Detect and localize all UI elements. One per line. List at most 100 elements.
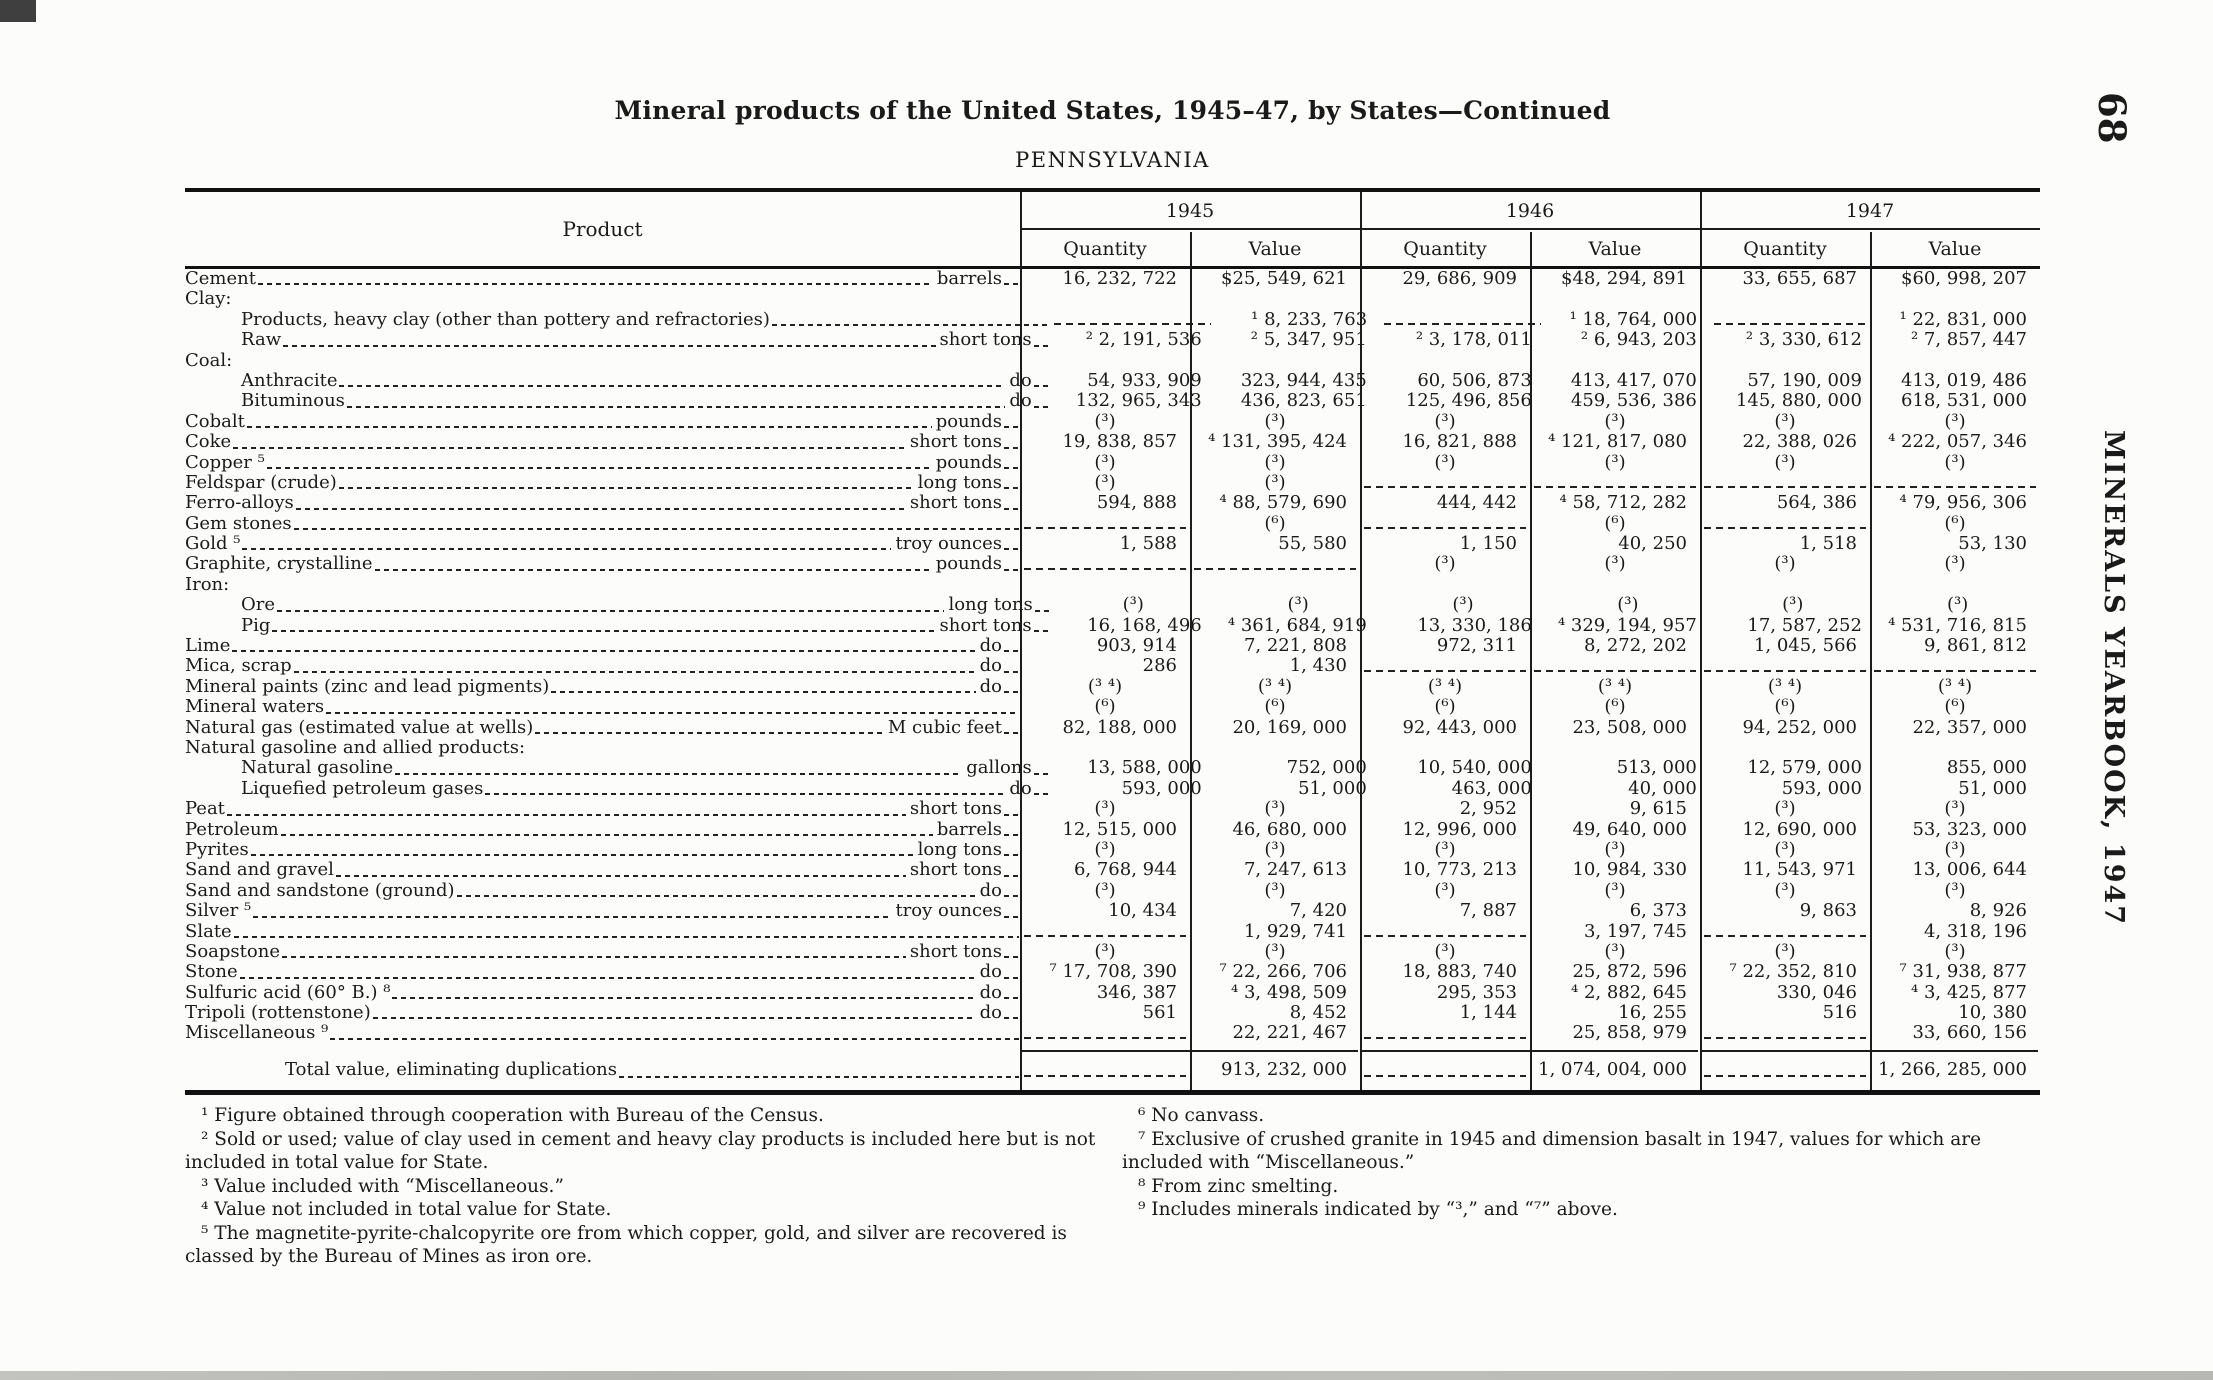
footnote: ² Sold or used; value of clay used in ce… — [185, 1128, 1096, 1174]
data-cell-footnote-ref: (³) — [1604, 879, 1626, 901]
data-cell-footnote-ref: (⁶) — [1944, 512, 1966, 534]
unit-label: long tons — [948, 594, 1033, 616]
data-cell-footnote-ref: (⁶) — [1264, 696, 1286, 718]
data-cell-value: 20, 169, 000 — [1232, 716, 1347, 738]
data-cell-footnote-ref: (³ ⁴) — [1427, 675, 1463, 697]
data-cell-footnote-ref: (³) — [1944, 451, 1966, 473]
product-cell: Liquefied petroleum gases do — [185, 778, 1050, 799]
product-label: Stone — [185, 961, 238, 983]
data-cell-empty — [1700, 1058, 1870, 1082]
dot-leader — [1002, 1003, 1020, 1023]
unit-label: short tons — [939, 614, 1032, 636]
table-row: Anthracite do 54, 933, 909 323, 944, 435 60,… — [185, 370, 2040, 391]
dot-leader — [251, 901, 892, 921]
dash-fill — [1024, 1036, 1186, 1039]
product-cell: Miscellaneous ⁹ — [185, 1023, 1020, 1043]
data-cell-value: 16, 255 — [1618, 1002, 1687, 1024]
unit-label: do — [979, 655, 1002, 677]
data-cell-value: 752, 000 — [1286, 757, 1367, 779]
table-row: Lime do 903, 914 7, 221, 808 972, 311 8, 272,… — [185, 635, 2040, 657]
dot-leader — [533, 718, 885, 738]
table-top-rule — [185, 188, 2040, 192]
data-cell-value: 145, 880, 000 — [1735, 390, 1862, 412]
data-cell-empty — [1360, 514, 1530, 534]
data-cell-value: ² 2, 191, 536 — [1085, 329, 1202, 351]
year-header: 1946 — [1360, 192, 1700, 230]
dot-leader — [1002, 799, 1020, 819]
product-label: Tripoli (rottenstone) — [185, 1002, 371, 1024]
dot-leader — [270, 616, 936, 636]
unit-label: short tons — [909, 431, 1002, 453]
dot-leader — [1002, 453, 1020, 473]
products-table: Product 1945 Quantity Value 1946 Quantit… — [185, 188, 2040, 1095]
table-row: Soapstone short tons (³) (³) (³) (³) (³) (³) — [185, 940, 2040, 962]
table-row: Mineral paints (zinc and lead pigments) d… — [185, 675, 2040, 697]
dot-leader — [240, 534, 892, 554]
dot-leader — [373, 554, 933, 574]
data-cell-empty — [1700, 514, 1870, 534]
data-cell-empty — [1360, 1023, 1530, 1043]
data-cell-value: 4, 318, 196 — [1923, 920, 2027, 942]
data-cell-value: 132, 965, 343 — [1075, 390, 1202, 412]
footnote: ⁷ Exclusive of crushed granite in 1945 a… — [1122, 1128, 1982, 1174]
data-cell-value: 10, 434 — [1108, 900, 1177, 922]
dot-leader — [1002, 901, 1020, 921]
data-cell-footnote-ref: (³) — [1604, 410, 1626, 432]
dot-leader — [232, 922, 1020, 942]
data-cell-empty — [1360, 1058, 1530, 1082]
data-cell-value: 17, 587, 252 — [1747, 614, 1862, 636]
data-cell-footnote-ref: (⁶) — [1604, 512, 1626, 534]
data-cell-value: 16, 232, 722 — [1062, 268, 1177, 289]
data-cell-value: ⁴ 3, 498, 509 — [1231, 981, 1347, 1003]
product-label: Peat — [185, 798, 225, 820]
unit-label: do — [979, 1002, 1002, 1024]
product-label: Gem stones — [185, 512, 292, 534]
dot-leader — [1002, 534, 1020, 554]
product-label: Mica, scrap — [185, 655, 292, 677]
table-row: Pig short tons 16, 168, 496 ⁴ 361, 684, 919… — [185, 614, 2040, 636]
table-row: Sand and sandstone (ground) do (³) (³) (³) (³… — [185, 879, 2040, 901]
product-label: Total value, eliminating duplications — [285, 1058, 617, 1080]
data-cell-value: 8, 272, 202 — [1583, 635, 1687, 657]
data-cell-value: 9, 615 — [1629, 798, 1687, 820]
product-cell: Mineral paints (zinc and lead pigments) d… — [185, 676, 1020, 697]
product-cell: Gold ⁵ troy ounces — [185, 533, 1020, 554]
product-label: Pig — [241, 614, 271, 636]
dot-leader — [483, 779, 1006, 799]
year-group-1946: 1946 Quantity Value — [1360, 192, 1700, 266]
data-cell-footnote-ref: (³) — [1122, 594, 1144, 616]
data-cell-value: 618, 531, 000 — [1901, 390, 2027, 412]
data-cell-value: ⁴ 58, 712, 282 — [1559, 492, 1687, 514]
unit-label: do — [1006, 778, 1031, 799]
product-cell: Sand and sandstone (ground) do — [185, 880, 1020, 901]
dash-fill — [1054, 323, 1211, 326]
product-label: Miscellaneous ⁹ — [185, 1022, 329, 1044]
dot-leader — [249, 840, 915, 860]
total-row: Total value, eliminating duplications 913… — [185, 1058, 2040, 1082]
data-cell-value: 295, 353 — [1436, 981, 1517, 1003]
data-cell-value: $25, 549, 621 — [1221, 268, 1347, 289]
table-row: Ore long tons (³) (³) (³) (³) (³) (³) — [185, 594, 2040, 616]
data-cell-value: 53, 130 — [1958, 533, 2027, 555]
running-title: MINERALS YEARBOOK, 1947 — [2098, 430, 2129, 927]
data-cell-value: ¹ 18, 764, 000 — [1569, 308, 1698, 330]
table-row: Feldspar (crude) long tons (³) (³) — [185, 472, 2040, 493]
dot-leader — [1002, 718, 1020, 738]
dot-leader — [1002, 493, 1020, 513]
footnote: ⁶ No canvass. — [1138, 1105, 1265, 1126]
data-cell-footnote-ref: (³) — [1774, 940, 1796, 962]
product-label: Soapstone — [185, 940, 280, 962]
data-cell-value: ⁴ 121, 817, 080 — [1548, 431, 1687, 453]
dot-leader — [345, 391, 1006, 411]
product-label: Ore — [241, 594, 276, 616]
unit-label: do — [979, 981, 1002, 1003]
footnote: ¹ Figure obtained through cooperation wi… — [201, 1105, 824, 1126]
data-cell-footnote-ref: (³ ⁴) — [1257, 675, 1293, 697]
value-header: Value — [1248, 238, 1302, 260]
data-cell-footnote-ref: (³) — [1264, 879, 1286, 901]
data-cell-footnote-ref: (³ ⁴) — [1767, 675, 1803, 697]
data-cell-value: ⁴ 3, 425, 877 — [1911, 981, 2027, 1003]
data-cell-value: 463, 000 — [1451, 777, 1532, 799]
product-cell: Bituminous do — [185, 390, 1050, 411]
dash-fill — [1364, 669, 1526, 672]
